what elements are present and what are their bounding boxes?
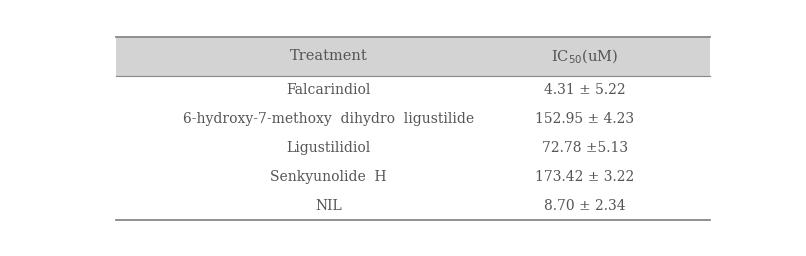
Text: Ligustilidiol: Ligustilidiol xyxy=(287,141,371,155)
Text: 4.31 ± 5.22: 4.31 ± 5.22 xyxy=(544,83,625,98)
Text: 8.70 ± 2.34: 8.70 ± 2.34 xyxy=(544,199,625,212)
Text: 173.42 ± 3.22: 173.42 ± 3.22 xyxy=(535,170,634,184)
Bar xyxy=(116,37,710,76)
Text: IC$_{50}$(uM): IC$_{50}$(uM) xyxy=(551,47,618,66)
Text: Falcarindiol: Falcarindiol xyxy=(287,83,371,98)
Text: 152.95 ± 4.23: 152.95 ± 4.23 xyxy=(535,112,634,126)
Text: NIL: NIL xyxy=(315,199,342,212)
Text: Senkyunolide  H: Senkyunolide H xyxy=(271,170,387,184)
Text: Treatment: Treatment xyxy=(290,49,368,63)
Text: 6-hydroxy-7-methoxy  dihydro  ligustilide: 6-hydroxy-7-methoxy dihydro ligustilide xyxy=(183,112,474,126)
Text: 72.78 ±5.13: 72.78 ±5.13 xyxy=(542,141,628,155)
